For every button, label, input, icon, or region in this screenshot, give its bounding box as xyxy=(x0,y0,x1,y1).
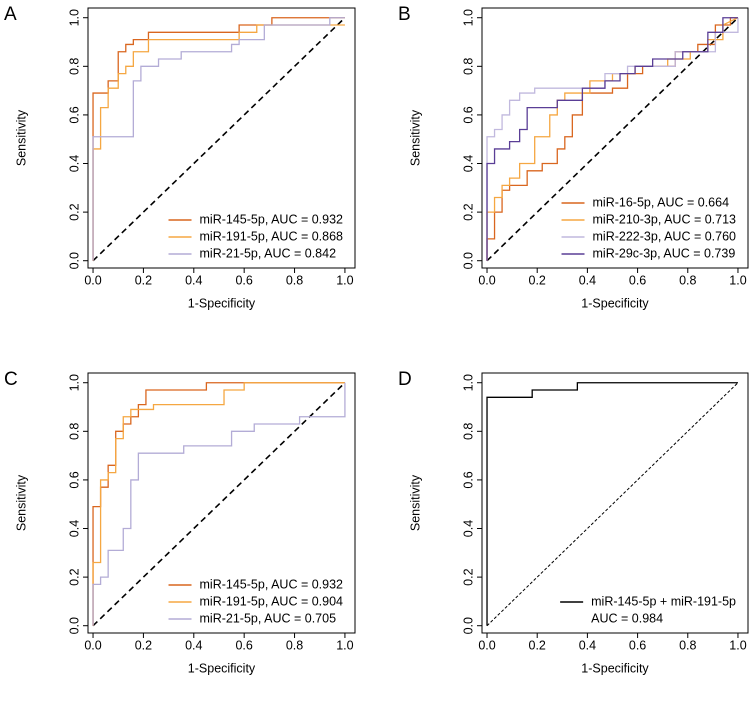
y-axis-label: Sensitivity xyxy=(14,474,28,531)
y-tick-label: 0.6 xyxy=(461,106,475,123)
x-tick-label: 0.0 xyxy=(84,638,101,652)
legend-label: miR-210-3p, AUC = 0.713 xyxy=(593,212,737,226)
reference-line xyxy=(486,382,739,627)
reference-line xyxy=(92,17,346,262)
x-tick-label: 0.6 xyxy=(629,273,646,287)
y-tick-label: 0.0 xyxy=(461,617,475,634)
reference-line xyxy=(486,17,739,262)
x-tick-label: 0.8 xyxy=(286,638,303,652)
x-tick-label: 0.4 xyxy=(185,273,202,287)
roc-curve xyxy=(92,17,345,261)
panel-label: A xyxy=(4,4,17,25)
reference-line xyxy=(92,382,346,627)
legend-label: miR-191-5p, AUC = 0.868 xyxy=(200,229,344,243)
plot-frame xyxy=(481,7,749,269)
x-tick-label: 1.0 xyxy=(336,273,353,287)
y-tick-label: 0.4 xyxy=(67,520,81,537)
y-tick-label: 0.4 xyxy=(461,155,475,172)
x-tick-label: 0.2 xyxy=(529,273,546,287)
x-tick-label: 1.0 xyxy=(336,638,353,652)
x-tick-label: 0.2 xyxy=(529,638,546,652)
y-tick-label: 0.8 xyxy=(461,58,475,75)
x-tick-label: 0.2 xyxy=(135,638,152,652)
y-tick-label: 0.8 xyxy=(67,423,81,440)
y-tick-label: 0.0 xyxy=(461,252,475,269)
x-tick-label: 0.0 xyxy=(478,273,495,287)
x-tick-label: 0.8 xyxy=(679,638,696,652)
x-tick-label: 0.4 xyxy=(579,273,596,287)
panel-label: D xyxy=(398,369,412,390)
roc-curve xyxy=(92,382,346,626)
y-axis-label: Sensitivity xyxy=(408,109,422,166)
plot-frame xyxy=(481,372,749,634)
y-axis-label: Sensitivity xyxy=(14,109,28,166)
y-tick-label: 0.0 xyxy=(67,617,81,634)
x-tick-label: 0.6 xyxy=(235,638,252,652)
legend-label: miR-21-5p, AUC = 0.842 xyxy=(200,246,337,260)
roc-curve xyxy=(486,17,738,261)
y-tick-label: 0.2 xyxy=(461,203,475,220)
y-tick-label: 0.8 xyxy=(67,58,81,75)
x-axis-label: 1-Specificity xyxy=(188,296,256,310)
panel-label: C xyxy=(4,369,18,390)
roc-curve xyxy=(486,17,738,261)
legend-note: AUC = 0.984 xyxy=(591,611,663,625)
y-tick-label: 0.2 xyxy=(67,568,81,585)
legend-label: miR-145-5p, AUC = 0.932 xyxy=(200,577,344,591)
x-axis-label: 1-Specificity xyxy=(581,296,649,310)
roc-curve xyxy=(92,24,345,261)
y-tick-label: 0.2 xyxy=(67,203,81,220)
legend-label: miR-21-5p, AUC = 0.705 xyxy=(200,611,337,625)
y-tick-label: 0.6 xyxy=(461,471,475,488)
y-tick-label: 0.6 xyxy=(67,106,81,123)
y-tick-label: 0.4 xyxy=(67,155,81,172)
legend-label: miR-145-5p, AUC = 0.932 xyxy=(200,212,344,226)
roc-curve xyxy=(486,382,738,626)
x-tick-label: 0.6 xyxy=(629,638,646,652)
x-tick-label: 0.0 xyxy=(478,638,495,652)
x-tick-label: 1.0 xyxy=(729,273,746,287)
x-tick-label: 0.4 xyxy=(185,638,202,652)
y-tick-label: 0.4 xyxy=(461,520,475,537)
x-tick-label: 0.2 xyxy=(135,273,152,287)
y-tick-label: 1.0 xyxy=(461,9,475,26)
x-tick-label: 1.0 xyxy=(729,638,746,652)
legend-label: miR-29c-3p, AUC = 0.739 xyxy=(593,246,736,260)
plot-frame xyxy=(87,7,356,269)
legend-label: miR-191-5p, AUC = 0.904 xyxy=(200,594,344,608)
y-tick-label: 0.0 xyxy=(67,252,81,269)
y-tick-label: 1.0 xyxy=(461,374,475,391)
x-axis-label: 1-Specificity xyxy=(581,661,649,675)
x-tick-label: 0.8 xyxy=(679,273,696,287)
plot-frame xyxy=(87,372,356,634)
panel-label: B xyxy=(398,4,411,25)
roc-curve xyxy=(92,382,345,626)
y-tick-label: 1.0 xyxy=(67,374,81,391)
y-tick-label: 1.0 xyxy=(67,9,81,26)
x-tick-label: 0.0 xyxy=(84,273,101,287)
y-tick-label: 0.8 xyxy=(461,423,475,440)
roc-curve xyxy=(92,17,345,261)
y-axis-label: Sensitivity xyxy=(408,474,422,531)
x-axis-label: 1-Specificity xyxy=(188,661,256,675)
y-tick-label: 0.2 xyxy=(461,568,475,585)
y-tick-label: 0.6 xyxy=(67,471,81,488)
legend-label: miR-222-3p, AUC = 0.760 xyxy=(593,229,737,243)
legend-label: miR-145-5p + miR-191-5p xyxy=(591,594,736,608)
x-tick-label: 0.8 xyxy=(286,273,303,287)
x-tick-label: 0.4 xyxy=(579,638,596,652)
x-tick-label: 0.6 xyxy=(235,273,252,287)
legend-label: miR-16-5p, AUC = 0.664 xyxy=(593,195,730,209)
